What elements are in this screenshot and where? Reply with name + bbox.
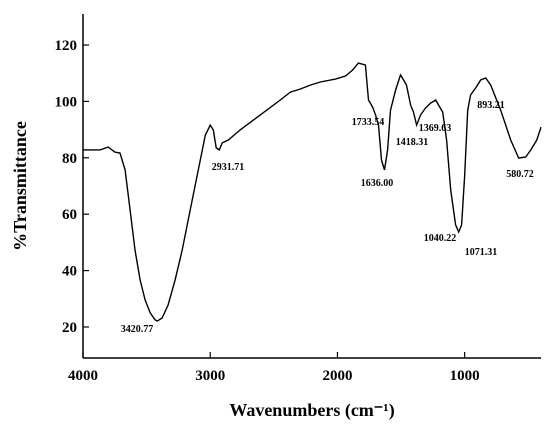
peak-label: 1636.00: [361, 178, 394, 189]
x-tick-label: 2000: [322, 368, 352, 384]
spectrum-line: [83, 62, 542, 322]
peak-label: 580.72: [506, 169, 534, 180]
peak-label: 1040.22: [424, 233, 457, 244]
y-tick-label: 40: [62, 264, 77, 280]
peak-label: 1071.31: [465, 247, 498, 258]
x-tick-label: 1000: [450, 368, 480, 384]
peak-label: 2931.71: [212, 162, 245, 173]
peak-label: 1418.31: [396, 137, 429, 148]
x-axis-label: Wavenumbers (cm⁻¹): [229, 400, 394, 421]
peak-label: 3420.77: [121, 324, 154, 335]
peak-label: 893.21: [477, 100, 505, 111]
y-tick-label: 100: [55, 94, 78, 110]
x-tick-label: 4000: [68, 368, 98, 384]
y-tick-label: 120: [55, 38, 78, 54]
y-axis-label: %Transmittance: [10, 121, 30, 251]
peak-label: 1369.63: [419, 123, 452, 134]
y-tick-label: 20: [62, 320, 77, 336]
x-tick-label: 3000: [195, 368, 225, 384]
peak-label: 1733.54: [352, 117, 385, 128]
y-tick-label: 80: [62, 151, 77, 167]
y-tick-label: 60: [62, 207, 77, 223]
